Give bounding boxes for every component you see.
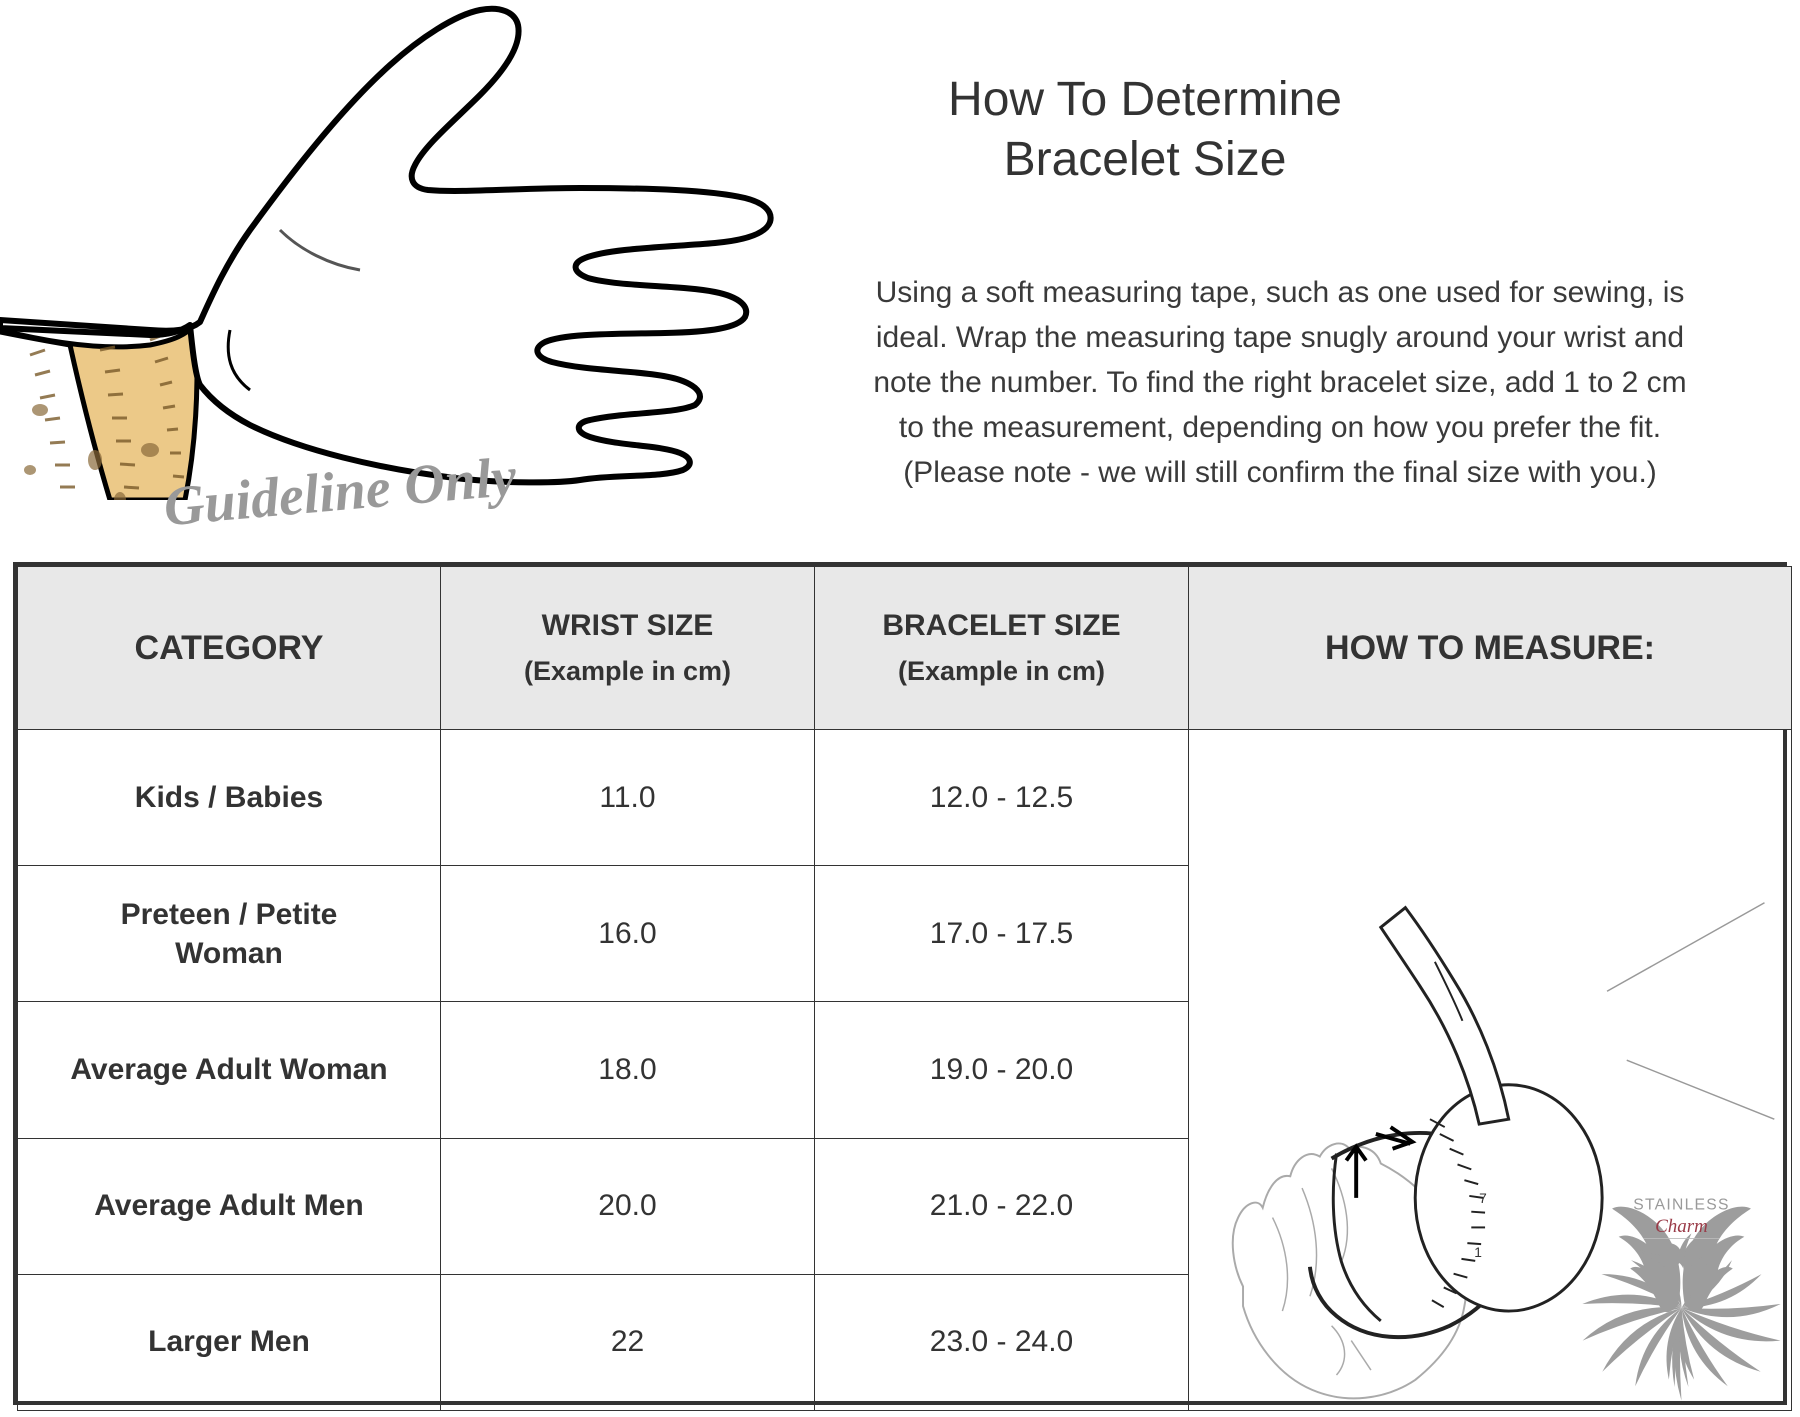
svg-text:1: 1	[1474, 1245, 1482, 1260]
svg-text:Charm: Charm	[1655, 1216, 1708, 1237]
svg-text:7: 7	[1479, 1191, 1487, 1206]
svg-text:STAINLESS: STAINLESS	[1633, 1197, 1729, 1214]
